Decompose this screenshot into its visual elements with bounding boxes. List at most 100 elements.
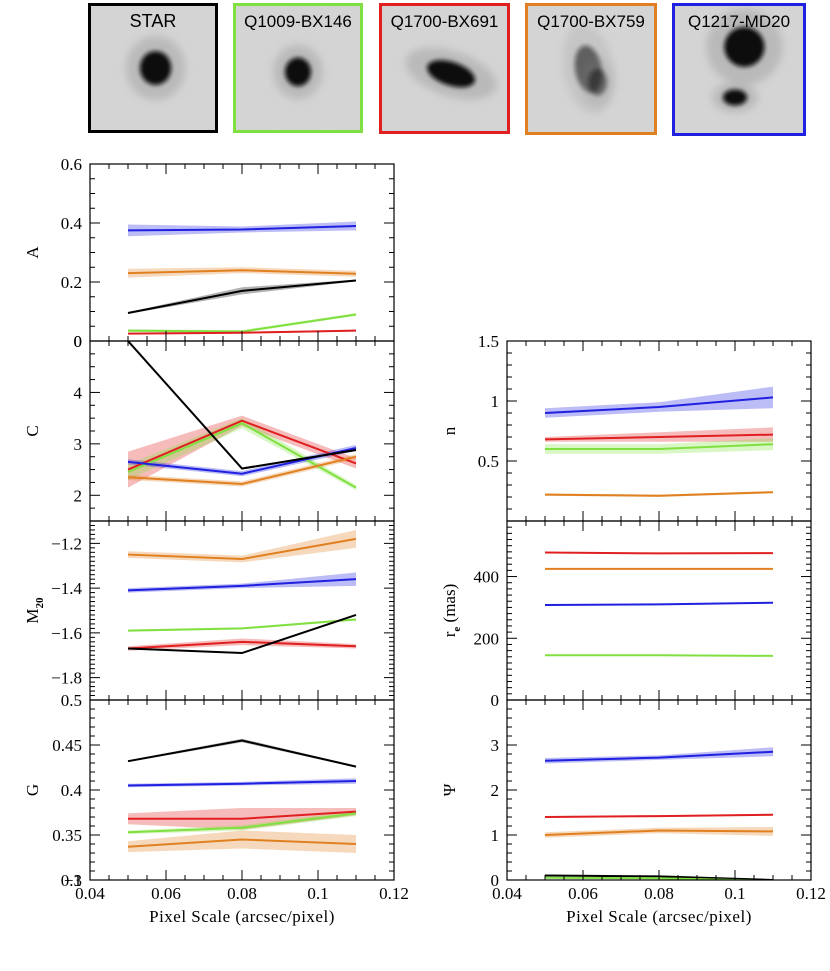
y-tick-label: 0.2 (61, 273, 82, 292)
panel-frame (506, 699, 812, 881)
y-tick-label: −1.4 (51, 579, 82, 598)
line-star (127, 341, 357, 470)
x-tick-label: 0.08 (227, 884, 257, 903)
band-q1700-bx759 (545, 826, 773, 838)
y-axis-title-suffix: (mas) (440, 584, 459, 627)
line-q1700-bx691 (127, 419, 357, 471)
y-tick-label: 3 (491, 736, 500, 755)
line-q1700-bx691 (544, 813, 774, 818)
panel-frame (506, 520, 812, 701)
y-tick-label: 0 (491, 871, 500, 890)
panels: 00.20.40.6A234C−1.8−1.6−1.4−1.2M200.30.3… (23, 155, 826, 926)
y-tick-label: 0.45 (52, 736, 82, 755)
y-axis-title: C (23, 425, 42, 436)
line-star (127, 614, 357, 655)
line-q1009-bx146 (127, 812, 357, 834)
line-q1700-bx691 (544, 551, 774, 555)
thumbnail-frame (525, 3, 657, 135)
thumbnail-frame (88, 3, 218, 133)
y-axis-title: re (mas) (440, 584, 463, 638)
thumbnail-label: STAR (130, 11, 177, 31)
x-tick-label: 0.1 (307, 884, 328, 903)
plot-area (127, 529, 357, 655)
band-q1217-md20 (545, 386, 773, 418)
x-tick-label: 0.06 (568, 884, 598, 903)
m20-panel-bottom-label: 0.5 (61, 691, 82, 710)
line-q1700-bx759 (127, 269, 357, 275)
y-tick-label: 200 (474, 629, 500, 648)
y-axis-title: n (440, 426, 459, 435)
y-tick-label: 0.35 (52, 826, 82, 845)
line-q1217-md20 (544, 750, 774, 762)
plot-area (127, 341, 357, 491)
y-axis-title: M20 (23, 597, 46, 624)
thumbnail-label: Q1700-BX759 (537, 12, 645, 31)
band-q1700-bx759 (128, 454, 356, 487)
thumbnail-label: Q1217-MD20 (688, 12, 790, 31)
thumbnail-frame (379, 3, 510, 134)
panel-: 0 1 2 3 0.04 0.06 0.08 0.1 0.12 Ψ Pixel Scale (arc… (440, 699, 826, 926)
y-tick-label: 0.5 (478, 452, 499, 471)
band-q1217-md20 (545, 747, 773, 764)
band-q1009-bx146 (128, 418, 356, 491)
y-tick-label: 0.4 (61, 781, 83, 800)
y-axis-title-subscript: 20 (34, 597, 46, 609)
thumbnail-q1700-bx759: Q1700-BX759 (525, 3, 657, 135)
y-tick-label: −1.6 (51, 624, 82, 643)
source-core (427, 60, 476, 88)
thumbnail-frame (233, 3, 363, 133)
band-star (128, 738, 356, 768)
thumbnail-label: Q1700-BX691 (391, 12, 499, 31)
line-q1700-bx691 (127, 640, 357, 650)
source-core (588, 69, 607, 96)
y-tick-label: 0.6 (61, 155, 82, 174)
plot-area (544, 386, 774, 497)
y-tick-label: 1 (491, 826, 500, 845)
y-tick-label: 3 (74, 435, 83, 454)
line-q1700-bx691 (544, 433, 774, 441)
y-axis-title: A (23, 246, 42, 259)
line-q1217-md20 (127, 780, 357, 787)
y-tick-label: 1.5 (478, 332, 499, 351)
y-tick-label: −1.8 (51, 669, 82, 688)
line-q1700-bx759 (127, 838, 357, 848)
line-q1217-md20 (544, 396, 774, 414)
thumbnail-frame (672, 3, 806, 136)
y-tick-label: −1 (64, 871, 82, 890)
y-axis-title: G (23, 784, 42, 796)
band-q1700-bx691 (128, 638, 356, 651)
y-tick-label: 0.4 (61, 214, 83, 233)
y-axis-title-subscript: e (451, 627, 463, 632)
panel-c: 2 3 4 C (23, 340, 395, 522)
plot-area (127, 221, 357, 335)
y-tick-label: −1.2 (51, 534, 82, 553)
plot-area (544, 747, 774, 880)
panel-n: 0.5 1 1.5 n (440, 332, 812, 522)
y-axis-title: Ψ (440, 783, 459, 796)
band-q1009-bx146 (128, 810, 356, 835)
line-star (127, 279, 357, 314)
x-tick-label: 0.06 (151, 884, 181, 903)
panel-a: 0 0.2 0.4 0.6 A (23, 155, 395, 351)
line-q1009-bx146 (545, 654, 774, 657)
x-tick-label: 0.12 (796, 884, 826, 903)
x-tick-label: 0.1 (724, 884, 745, 903)
band-q1700-bx759 (128, 529, 356, 563)
line-q1217-md20 (127, 224, 357, 232)
line-q1217-md20 (544, 601, 774, 606)
band-q1700-bx759 (128, 830, 356, 853)
y-tick-label: 4 (74, 383, 83, 402)
thumbnail-q1700-bx691: Q1700-BX691 (379, 3, 510, 134)
y-tick-label: 0.3 (61, 871, 82, 890)
line-q1700-bx759 (127, 455, 357, 485)
source-core (724, 26, 765, 67)
line-q1700-bx759 (544, 491, 774, 497)
line-q1009-bx146 (127, 313, 357, 333)
line-q1009-bx146 (127, 618, 357, 632)
plot-area (544, 551, 774, 657)
x-tick-label: 0.04 (75, 884, 105, 903)
y-tick-label: 400 (474, 568, 500, 587)
source-core (140, 51, 172, 85)
line-q1009-bx146 (545, 443, 774, 450)
x-axis-title: Pixel Scale (arcsec/pixel) (566, 907, 752, 926)
